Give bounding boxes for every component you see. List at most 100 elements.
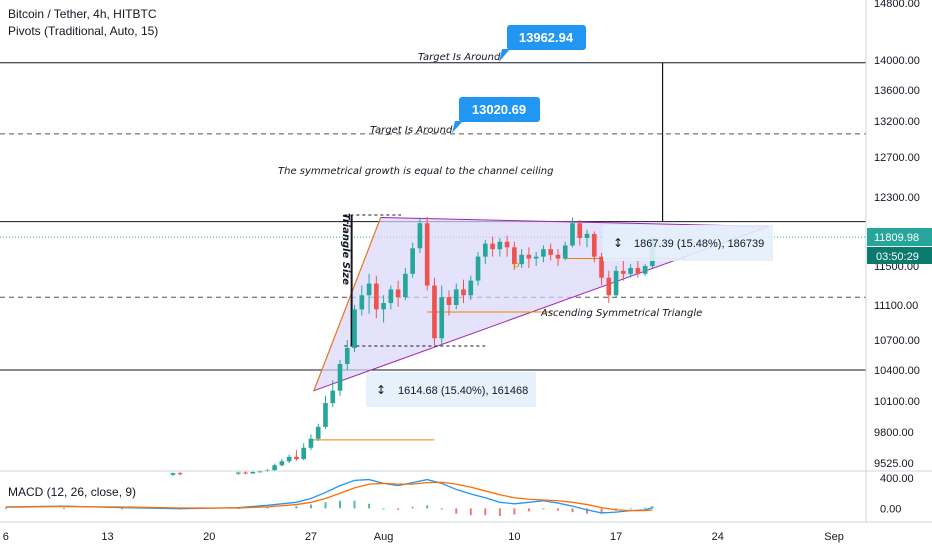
- candle-body-24: [395, 289, 401, 298]
- candle-body-14: [323, 403, 328, 427]
- macd-hist-20: [498, 508, 501, 516]
- target-lower-label: Target Is Around: [370, 125, 453, 136]
- candle-body-19: [359, 295, 365, 310]
- macd-hist-25: [571, 508, 574, 513]
- macd-hist-17: [455, 508, 458, 514]
- macd-hist-7: [309, 504, 312, 509]
- candle-body-5: [257, 471, 263, 473]
- candle-body-47: [562, 245, 568, 259]
- price-tick-2: 13600.00: [874, 85, 920, 97]
- callout-lower-value: 13020.69: [472, 102, 526, 117]
- time-tick-0: 6: [3, 531, 9, 543]
- time-tick-6: 17: [610, 531, 622, 543]
- price-tick-11: 10100.00: [874, 396, 920, 408]
- candle-body-7: [272, 465, 277, 471]
- pattern-name-label: Ascending Symmetrical Triangle: [540, 308, 702, 319]
- macd-hist-29: [629, 508, 632, 510]
- candle-body-46: [555, 254, 561, 259]
- macd-hist-11: [368, 503, 371, 509]
- macd-hist-12: [382, 508, 385, 510]
- macd-hist-9: [339, 500, 342, 509]
- time-tick-4: Aug: [374, 531, 394, 543]
- candle-body-30: [439, 297, 445, 339]
- macd-hist-2: [121, 508, 124, 510]
- candle-body-11: [301, 447, 307, 460]
- measure-left-icon: ↕: [376, 383, 386, 397]
- price-tick-8: 11100.00: [874, 300, 918, 312]
- measure-left-text: 1614.68 (15.40%), 161468: [398, 385, 528, 397]
- candle-body-20: [366, 283, 372, 296]
- candle-body-53: [606, 277, 612, 296]
- macd-hist-6: [295, 506, 298, 509]
- candle-body-15: [330, 390, 336, 404]
- callout-upper[interactable]: 13962.94: [499, 25, 586, 62]
- candle-body-13: [315, 426, 321, 439]
- candle-body-23: [388, 289, 394, 304]
- candle-body-17: [344, 348, 350, 364]
- price-tick-4: 12700.00: [874, 152, 920, 164]
- candle-body-28: [424, 223, 430, 286]
- countdown-tag: 03:50:29: [867, 247, 932, 264]
- candle-body-37: [490, 243, 495, 250]
- macd-hist-8: [324, 502, 327, 509]
- candle-body-36: [482, 243, 488, 257]
- macd-indicator: [4, 478, 654, 516]
- macd-tick-0: 400.00: [880, 473, 914, 485]
- last-price-value: 11809.98: [874, 232, 919, 244]
- target-upper-label: Target Is Around: [418, 52, 501, 63]
- time-tick-1: 13: [101, 531, 113, 543]
- candle-body-57: [635, 267, 641, 274]
- macd-hist-30: [644, 507, 647, 509]
- macd-indicator-label[interactable]: MACD (12, 26, close, 9): [8, 485, 137, 499]
- candle-body-38: [497, 241, 503, 250]
- candles: [170, 216, 655, 476]
- candle-body-4: [250, 472, 256, 474]
- triangle-left-edge: [313, 217, 382, 391]
- macd-hist-0: [4, 507, 7, 509]
- macd-hist-13: [397, 508, 400, 510]
- time-tick-8: Sep: [824, 531, 844, 543]
- price-tick-3: 13200.00: [874, 116, 920, 128]
- candle-body-32: [453, 289, 459, 305]
- candle-body-26: [410, 248, 415, 274]
- macd-hist-24: [556, 508, 559, 511]
- candle-body-51: [591, 233, 597, 257]
- growth-note: The symmetrical growth is equal to the c…: [278, 166, 553, 177]
- macd-hist-19: [484, 508, 487, 516]
- macd-hist-23: [542, 508, 545, 510]
- time-tick-2: 20: [203, 531, 215, 543]
- macd-hist-22: [527, 508, 530, 512]
- candle-body-12: [308, 438, 314, 448]
- candle-body-44: [541, 249, 546, 257]
- candle-body-54: [613, 270, 619, 296]
- candle-body-34: [468, 280, 474, 296]
- candle-body-25: [403, 273, 408, 298]
- price-tick-13: 9525.00: [874, 458, 914, 470]
- candle-body-55: [621, 270, 626, 274]
- candle-body-50: [584, 233, 590, 238]
- countdown-value: 03:50:29: [876, 251, 919, 263]
- candle-body-40: [512, 247, 517, 265]
- candle-body-9: [286, 456, 292, 462]
- macd-hist-5: [266, 506, 269, 509]
- macd-line: [5, 478, 653, 514]
- candle-body-16: [337, 364, 343, 391]
- measure-right-text: 1867.39 (15.48%), 186739: [634, 238, 764, 250]
- candle-body-10: [294, 456, 299, 460]
- candle-body-56: [628, 267, 633, 274]
- symbol-title: Bitcoin / Tether, 4h, HITBTC: [8, 7, 157, 21]
- time-tick-7: 24: [712, 531, 724, 543]
- callout-lower[interactable]: 13020.69: [452, 97, 540, 133]
- measure-left[interactable]: ↕ 1614.68 (15.40%), 161468: [366, 372, 536, 407]
- macd-tick-1: 0.00: [880, 503, 901, 515]
- time-tick-5: 10: [508, 531, 520, 543]
- candle-body-22: [381, 303, 386, 310]
- candle-body-42: [526, 254, 532, 259]
- price-tick-5: 12300.00: [874, 192, 920, 204]
- pivots-indicator-label[interactable]: Pivots (Traditional, Auto, 15): [8, 24, 159, 38]
- measure-right-icon: ↕: [613, 236, 623, 250]
- macd-pane[interactable]: [0, 472, 866, 522]
- candle-body-39: [504, 241, 510, 248]
- measure-right[interactable]: ↕ 1867.39 (15.48%), 186739: [603, 225, 773, 261]
